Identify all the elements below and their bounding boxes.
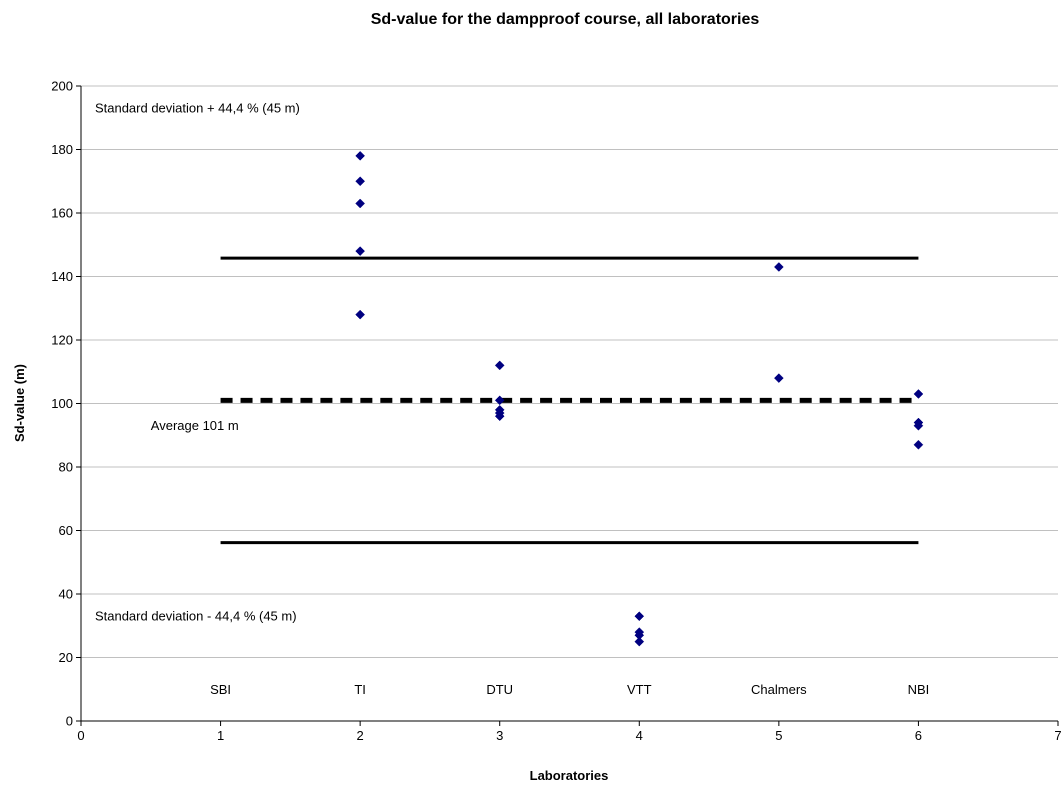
x-tick-label-7: 7 xyxy=(1054,728,1061,743)
data-point-14 xyxy=(774,262,784,272)
gridlines xyxy=(81,85,1058,658)
x-tick-label-5: 5 xyxy=(775,728,782,743)
annotation-0: Standard deviation + 44,4 % (45 m) xyxy=(95,101,300,116)
data-point-13 xyxy=(634,636,645,647)
y-tick-label-2: 40 xyxy=(59,587,73,602)
x-axis-title: Laboratories xyxy=(530,768,609,783)
x-tick-label-1: 1 xyxy=(217,728,224,743)
x-tick-label-4: 4 xyxy=(636,728,643,743)
y-tick-label-7: 140 xyxy=(51,269,73,284)
annotation-2: Standard deviation - 44,4 % (45 m) xyxy=(95,609,297,624)
y-tick-label-9: 180 xyxy=(51,142,73,157)
x-tick-label-0: 0 xyxy=(77,728,84,743)
category-label-ti: TI xyxy=(354,682,366,697)
category-label-dtu: DTU xyxy=(486,682,513,697)
y-tick-label-6: 120 xyxy=(51,333,73,348)
data-point-10 xyxy=(634,611,645,622)
chart-title: Sd-value for the dampproof course, all l… xyxy=(371,11,760,28)
y-tick-label-5: 100 xyxy=(51,396,73,411)
axes: 0 20 40 60 80 100 120 140 160 180 200 0 1 2 3 4 5 6 7 xyxy=(51,79,1061,744)
x-tick-label-6: 6 xyxy=(915,728,922,743)
data-points xyxy=(355,150,924,647)
labels: Standard deviation + 44,4 % (45 m) Averag… xyxy=(95,101,929,697)
category-label-chalmers: Chalmers xyxy=(751,682,807,697)
y-tick-label-10: 200 xyxy=(51,79,73,94)
x-tick-label-3: 3 xyxy=(496,728,503,743)
data-point-4 xyxy=(355,309,365,320)
category-label-sbi: SBI xyxy=(210,682,231,697)
category-label-vtt: VTT xyxy=(627,682,652,697)
data-point-1 xyxy=(355,176,365,187)
y-axis-title: Sd-value (m) xyxy=(12,364,27,442)
x-tick-label-2: 2 xyxy=(357,728,364,743)
data-point-2 xyxy=(355,198,365,209)
data-point-9 xyxy=(494,411,505,422)
data-point-15 xyxy=(774,373,784,383)
annotation-1: Average 101 m xyxy=(151,418,239,433)
data-point-3 xyxy=(355,246,365,256)
data-point-5 xyxy=(494,360,505,371)
y-tick-label-8: 160 xyxy=(51,206,73,221)
data-point-16 xyxy=(913,389,924,399)
reference-lines xyxy=(220,256,919,545)
data-point-0 xyxy=(355,150,365,161)
y-tick-label-0: 0 xyxy=(66,714,73,729)
data-point-19 xyxy=(913,439,924,450)
data-point-6 xyxy=(494,395,505,406)
y-tick-label-1: 20 xyxy=(59,650,73,665)
y-tick-label-3: 60 xyxy=(59,523,73,538)
data-point-18 xyxy=(913,420,924,431)
y-tick-label-4: 80 xyxy=(59,460,73,475)
category-label-nbi: NBI xyxy=(908,682,930,697)
